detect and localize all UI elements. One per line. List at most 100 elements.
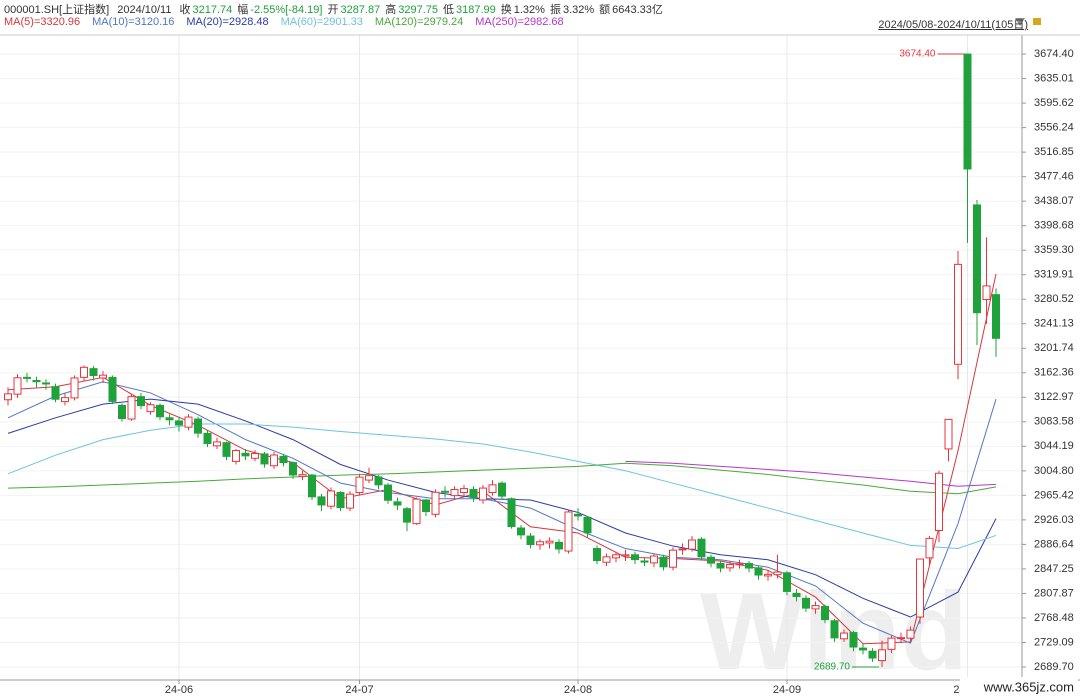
candle-body — [184, 416, 193, 428]
candle-body — [982, 285, 991, 301]
candle-body — [118, 404, 126, 420]
candle-body — [289, 462, 297, 476]
candle-body — [859, 647, 867, 651]
y-tick-label: 2689.70 — [1034, 661, 1074, 673]
field-label: 幅 — [237, 4, 249, 16]
y-tick-label: 2886.64 — [1034, 538, 1074, 550]
candle-body — [108, 376, 117, 402]
candle-body — [260, 453, 269, 465]
x-tick-label: 24-07 — [345, 684, 373, 696]
candle-body — [99, 374, 107, 379]
candle-body — [992, 294, 1000, 339]
y-tick-label: 2847.25 — [1034, 563, 1074, 575]
candle-body — [821, 605, 829, 621]
candle-body — [564, 511, 573, 552]
candle-body — [42, 382, 50, 385]
x-tick-label: 24-06 — [165, 684, 193, 696]
y-tick-label: 2729.09 — [1034, 636, 1074, 648]
candle-body — [792, 592, 801, 597]
legend-entry: MA(10)=3120.16 — [92, 16, 175, 28]
candle-body — [146, 404, 155, 413]
candle-body — [897, 637, 905, 640]
candle-body — [659, 556, 668, 568]
candle-body — [498, 482, 506, 497]
candle-body — [279, 455, 288, 464]
candle-body — [973, 204, 981, 314]
ma-line — [7, 381, 997, 644]
y-tick-label: 2965.42 — [1034, 489, 1074, 501]
candle-body — [317, 496, 326, 506]
candle-body — [602, 556, 611, 563]
field-label: 收 — [179, 4, 191, 16]
y-tick-label: 3516.85 — [1034, 146, 1074, 158]
field-label: 额 — [599, 4, 611, 16]
candle-body — [89, 368, 98, 377]
candle-body — [688, 539, 696, 550]
candle-body — [849, 632, 858, 648]
candle-body — [773, 571, 782, 576]
legend-entry: MA(60)=2901.33 — [280, 16, 363, 28]
candle-body — [707, 556, 715, 564]
candle-body — [640, 560, 649, 563]
candle-body — [156, 404, 164, 418]
candle-body — [631, 554, 639, 561]
y-tick-label: 3674.40 — [1034, 48, 1074, 60]
candle-body — [308, 474, 316, 498]
candle-body — [51, 386, 60, 400]
dropdown-icon[interactable] — [1015, 18, 1025, 26]
ma-line — [7, 423, 997, 550]
legend: MA(5)=3320.96 MA(10)=3120.16 MA(20)=2928.4… — [4, 16, 576, 28]
candle-body — [384, 484, 392, 501]
y-tick-label: 3635.01 — [1034, 72, 1074, 84]
legend-entry: MA(250)=2982.68 — [475, 16, 564, 28]
y-tick-label: 3201.74 — [1034, 342, 1074, 354]
y-tick-label: 3595.62 — [1034, 97, 1074, 109]
candle-body — [802, 597, 810, 609]
candle-body — [165, 417, 174, 421]
candle-body — [374, 476, 383, 486]
candle-body — [393, 501, 402, 506]
candle-body — [954, 263, 962, 365]
annotation-label: 3674.40 — [899, 49, 936, 60]
ma-line — [7, 273, 997, 645]
candle-body — [32, 379, 41, 383]
ma-line — [7, 462, 997, 495]
candle-body — [811, 605, 820, 610]
y-tick-label: 3280.52 — [1034, 293, 1074, 305]
y-tick-label: 2768.48 — [1034, 612, 1074, 624]
candle-body — [536, 541, 544, 546]
candle-body — [403, 508, 411, 523]
annotation-label: 2689.70 — [814, 662, 851, 673]
candle-body — [593, 548, 601, 562]
candle-body — [222, 442, 231, 457]
candle-body — [916, 558, 924, 618]
date-range[interactable]: 2024/05/08-2024/10/11(105日) — [878, 19, 1028, 31]
y-tick-label: 3241.13 — [1034, 318, 1074, 330]
y-tick-label: 2926.03 — [1034, 514, 1074, 526]
candle-body — [583, 516, 592, 534]
candle-body — [517, 527, 525, 536]
candle-body — [460, 488, 468, 494]
y-tick-label: 3319.91 — [1034, 269, 1074, 281]
lock-icon[interactable] — [1033, 18, 1041, 25]
candle-body — [726, 563, 734, 569]
field-label: 振 — [549, 4, 561, 16]
candle-body — [4, 393, 12, 401]
candle-body — [213, 441, 221, 447]
candle-body — [840, 632, 848, 640]
candle-body — [745, 562, 753, 569]
candle-body — [944, 418, 953, 450]
y-tick-label: 3044.19 — [1034, 440, 1074, 452]
candle-body — [669, 549, 677, 568]
candle-body — [545, 540, 554, 544]
candle-body — [175, 420, 183, 426]
field-value: 3187.99 — [455, 4, 496, 16]
candle-body — [783, 572, 791, 592]
field-value: 3297.75 — [398, 4, 438, 16]
candle-body — [612, 554, 620, 559]
candle-body — [327, 490, 335, 507]
candle-body — [697, 538, 706, 558]
candle-body — [355, 476, 364, 494]
candle-body — [925, 537, 934, 559]
